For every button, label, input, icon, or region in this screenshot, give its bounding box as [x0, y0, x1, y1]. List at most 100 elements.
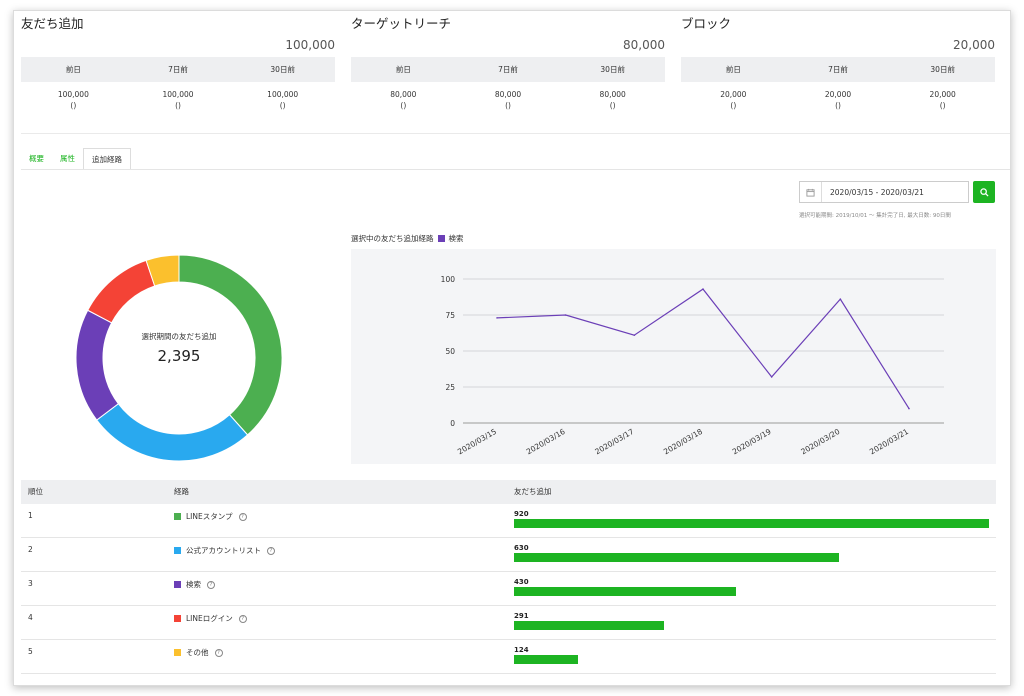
stat-header: 前日: [725, 65, 741, 74]
date-range-picker[interactable]: 2020/03/15 - 2020/03/21: [799, 181, 969, 203]
stat-card-friends: 友だち追加 100,000 前日 7日前 30日前 100,000 () 100,…: [21, 15, 335, 111]
stat-card-target-reach: ターゲットリーチ 80,000 前日 7日前 30日前 80,000 () 80,…: [351, 15, 665, 111]
route-cell: 公式アカウントリスト?: [174, 545, 275, 556]
stat-header-row: 前日 7日前 30日前: [351, 57, 665, 82]
x-tick-label: 2020/03/20: [799, 427, 841, 457]
data-point: [839, 298, 842, 300]
x-tick-label: 2020/03/18: [662, 427, 704, 457]
rank-cell: 1: [28, 511, 33, 520]
chart-legend: 選択中の友だち追加経路 検索: [351, 233, 464, 244]
stat-header-row: 前日 7日前 30日前: [681, 57, 995, 82]
friends-added-value: 630: [514, 544, 529, 552]
donut-total: 2,395: [157, 347, 201, 365]
help-circle-icon[interactable]: ?: [238, 512, 247, 521]
stat-total: 100,000: [285, 38, 335, 52]
stat-diff: (): [70, 101, 77, 110]
friends-added-value: 291: [514, 612, 529, 620]
donut-slice: [75, 309, 120, 421]
stat-diff: (): [730, 101, 737, 110]
x-tick-label: 2020/03/16: [525, 427, 567, 457]
route-name: LINEスタンプ: [186, 512, 233, 521]
calendar-icon: [800, 182, 822, 202]
friends-added-value: 920: [514, 510, 529, 518]
stat-title: 友だち追加: [21, 16, 84, 31]
route-cell: 検索?: [174, 579, 215, 590]
table-row: 2 公式アカウントリスト? 630: [21, 538, 996, 572]
divider: [21, 133, 1010, 134]
tab-overview[interactable]: 概要: [29, 154, 44, 163]
data-point: [702, 288, 704, 290]
x-tick-label: 2020/03/17: [593, 427, 635, 457]
route-color-swatch: [174, 615, 181, 622]
search-button[interactable]: [973, 181, 995, 203]
series-line-search: [496, 288, 910, 409]
route-name: 公式アカウントリスト: [186, 546, 261, 555]
legend-swatch: [437, 235, 445, 242]
route-name: その他: [186, 648, 209, 657]
y-tick-label: 50: [445, 347, 455, 356]
rank-cell: 2: [28, 545, 33, 554]
help-circle-icon[interactable]: ?: [207, 580, 215, 589]
route-cell: LINEログイン?: [174, 613, 247, 624]
y-tick-label: 0: [450, 419, 455, 428]
data-point: [564, 314, 567, 316]
friends-added-bar: [514, 519, 989, 528]
route-cell: LINEスタンプ?: [174, 511, 247, 522]
tab-bar: 概要 属性 追加経路: [21, 148, 131, 170]
stat-diff: (): [609, 101, 616, 110]
stat-header: 前日: [395, 65, 411, 74]
stat-total: 20,000: [953, 38, 995, 52]
friends-added-value: 430: [514, 578, 529, 586]
rank-cell: 3: [28, 579, 33, 588]
stat-title: ターゲットリーチ: [351, 16, 452, 31]
stat-card-block: ブロック 20,000 前日 7日前 30日前 20,000 () 20,000 (…: [681, 15, 995, 111]
donut-chart: [75, 254, 283, 462]
tab-attributes[interactable]: 属性: [60, 154, 75, 163]
table-header: 順位 経路 友だち追加: [21, 480, 996, 504]
tab-add-route[interactable]: 追加経路: [83, 148, 131, 170]
stat-value-row: 100,000 () 100,000 () 100,000 (): [21, 89, 335, 111]
legend-label: 選択中の友だち追加経路: [351, 234, 434, 243]
search-icon: [979, 187, 989, 197]
donut-center: 選択期間の友だち追加 2,395: [124, 331, 234, 365]
stat-value: 20,000: [824, 90, 852, 99]
stat-diff: (): [175, 101, 181, 110]
line-chart: 0 25 50 75 100 2020/03/15 2020/03/16 2020/03/17…: [441, 275, 944, 457]
stat-header-row: 前日 7日前 30日前: [21, 57, 335, 82]
friends-added-bar: [514, 621, 664, 630]
x-tick-label: 2020/03/19: [731, 427, 773, 457]
stat-header: 7日前: [828, 65, 848, 74]
route-color-swatch: [174, 513, 181, 520]
col-friends-added: 友だち追加: [514, 487, 552, 496]
donut-slice: [145, 254, 180, 287]
table-row: 3 検索? 430: [21, 572, 996, 606]
stat-value: 100,000: [57, 90, 89, 99]
help-circle-icon[interactable]: ?: [238, 614, 247, 623]
line-chart-area: [351, 249, 996, 464]
x-tick-label: 2020/03/15: [456, 427, 498, 457]
rank-cell: 4: [28, 613, 33, 622]
stat-total: 80,000: [623, 38, 665, 52]
route-color-swatch: [174, 581, 181, 588]
stat-diff: (): [400, 101, 407, 110]
y-tick-label: 25: [445, 383, 455, 392]
friends-added-bar: [514, 587, 736, 596]
data-point: [770, 376, 773, 378]
data-point: [908, 407, 910, 410]
rank-cell: 5: [28, 647, 33, 656]
stat-header: 7日前: [168, 65, 188, 74]
donut-slice: [87, 259, 156, 324]
stat-header: 7日前: [498, 65, 518, 74]
stat-header: 前日: [65, 65, 81, 74]
stat-value: 80,000: [494, 90, 522, 99]
help-circle-icon[interactable]: ?: [214, 648, 223, 657]
help-circle-icon[interactable]: ?: [267, 546, 275, 555]
stat-value-row: 20,000 () 20,000 () 20,000 (): [681, 89, 995, 111]
col-route: 経路: [174, 487, 189, 496]
route-cell: その他?: [174, 647, 223, 658]
friends-added-value: 124: [514, 646, 529, 654]
stat-header: 30日前: [600, 65, 625, 74]
col-rank: 順位: [28, 487, 43, 496]
x-tick-label: 2020/03/21: [868, 427, 910, 457]
donut-slice: [96, 403, 249, 462]
